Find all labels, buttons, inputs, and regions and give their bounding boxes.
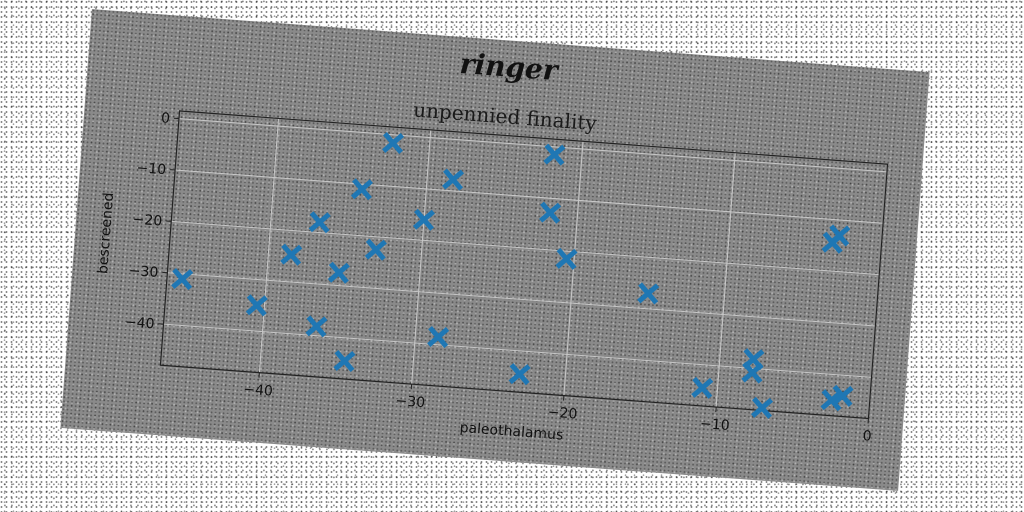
data-point (691, 376, 714, 399)
y-tick-label: −30 (128, 263, 159, 281)
plot-frame (159, 110, 889, 420)
data-point (543, 143, 566, 166)
data-point (539, 201, 562, 224)
data-point (820, 389, 843, 412)
y-axis-label: bescreened (95, 192, 117, 275)
data-point (364, 238, 387, 261)
x-tick-label: −20 (547, 404, 578, 422)
y-tick-label: −40 (124, 314, 155, 332)
x-tick-label: −40 (243, 382, 274, 400)
data-point (171, 268, 194, 291)
data-point (350, 178, 374, 201)
data-point (381, 131, 405, 155)
x-gridline (411, 129, 432, 385)
y-gridline (175, 169, 884, 224)
data-point (555, 247, 578, 270)
y-gridline (167, 272, 876, 327)
data-point (412, 208, 436, 231)
data-point (245, 294, 268, 317)
data-point (637, 282, 660, 305)
data-point (831, 384, 854, 407)
data-point (308, 211, 331, 234)
y-gridline (178, 118, 887, 173)
data-point (751, 396, 774, 419)
data-point (742, 348, 765, 371)
data-point (327, 261, 350, 284)
data-point (442, 168, 465, 191)
figure: ringer unpennied finality −40 −30 −20 −10 0 0… (60, 9, 930, 491)
x-gridline (715, 152, 736, 408)
x-gridline (258, 118, 280, 373)
y-tick-label: −20 (132, 212, 163, 230)
data-point (305, 315, 328, 338)
data-point (508, 363, 531, 386)
y-tick-label: 0 (160, 110, 170, 127)
data-point (427, 326, 450, 349)
data-point (828, 224, 851, 247)
data-point (280, 243, 303, 266)
x-tick-label: −10 (699, 416, 730, 434)
data-point (333, 349, 356, 373)
data-point (741, 361, 764, 384)
y-gridline (171, 220, 880, 276)
x-tick-label: 0 (862, 428, 872, 445)
x-axis-label: paleothalamus (459, 420, 564, 444)
x-tick-label: −30 (395, 393, 426, 411)
scatter-plot: −40 −30 −20 −10 0 0 −10 −20 −30 −40 paleothalamus b… (95, 110, 889, 445)
y-tick-label: −10 (136, 160, 167, 178)
